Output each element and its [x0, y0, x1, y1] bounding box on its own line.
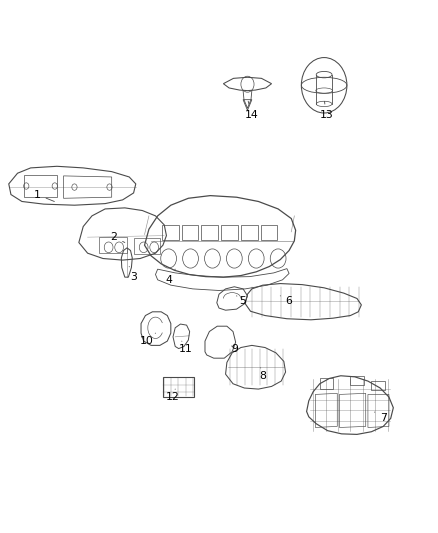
Text: 2: 2	[110, 232, 125, 243]
Bar	[163, 377, 194, 397]
Text: 8: 8	[259, 368, 266, 381]
Text: 13: 13	[319, 101, 333, 119]
Text: 10: 10	[140, 333, 155, 346]
Text: 3: 3	[129, 266, 137, 282]
Text: 6: 6	[280, 296, 293, 306]
Text: 5: 5	[237, 296, 247, 306]
Text: 12: 12	[166, 389, 180, 402]
Text: 4: 4	[165, 269, 175, 285]
Text: 14: 14	[245, 101, 259, 119]
Text: 11: 11	[179, 341, 193, 354]
Text: 1: 1	[34, 190, 54, 201]
Text: 9: 9	[231, 344, 238, 354]
Text: 7: 7	[374, 412, 387, 423]
